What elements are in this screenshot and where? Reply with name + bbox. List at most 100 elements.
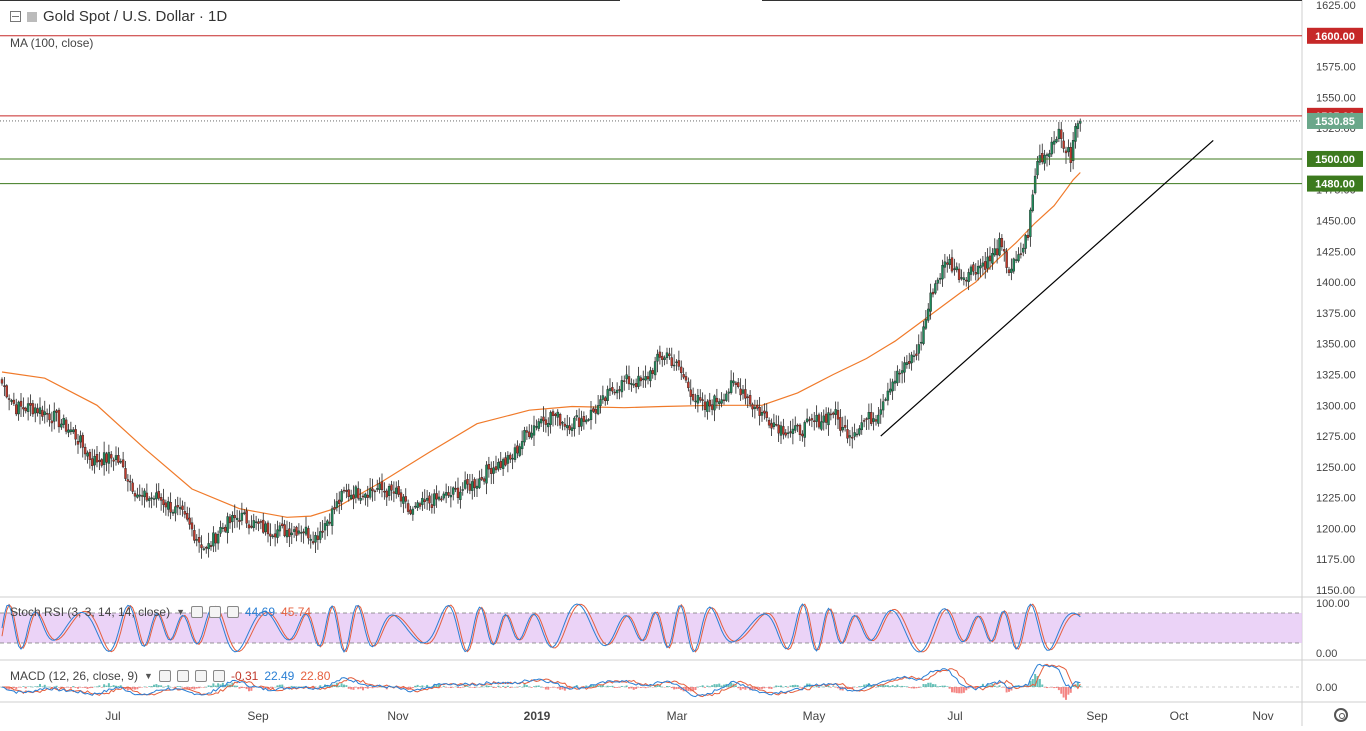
close-icon[interactable] xyxy=(212,670,225,682)
candle-body xyxy=(523,430,526,443)
candle-body xyxy=(371,488,374,491)
candle-body xyxy=(668,353,671,357)
candle-body xyxy=(1045,154,1049,156)
candle-body xyxy=(782,426,785,435)
candle-body xyxy=(938,277,942,280)
macd-hist-bar xyxy=(248,687,250,692)
macd-hist-bar xyxy=(442,686,445,687)
candle xyxy=(117,447,120,465)
candle-body xyxy=(718,401,721,404)
macd-hist-bar xyxy=(699,686,702,687)
macd-hist-bar xyxy=(468,687,471,688)
candle-body xyxy=(805,418,809,422)
candle xyxy=(390,480,393,501)
candle xyxy=(314,531,317,554)
candle-body xyxy=(746,396,749,398)
candle-body xyxy=(12,399,16,404)
candle xyxy=(649,366,652,388)
candle-body xyxy=(328,521,331,524)
candle xyxy=(976,260,980,281)
candle xyxy=(627,365,631,391)
macd-hist-bar xyxy=(326,685,329,687)
candle-body xyxy=(402,496,405,504)
candle-body xyxy=(497,462,500,470)
candle-body xyxy=(760,411,764,416)
candle xyxy=(74,424,77,446)
candle xyxy=(1060,121,1063,149)
chevron-down-icon[interactable]: ▼ xyxy=(176,607,185,617)
macd-hist-bar xyxy=(789,685,792,687)
eye-icon[interactable] xyxy=(191,606,203,618)
candle-body xyxy=(43,411,46,416)
candle-body xyxy=(513,447,517,460)
candle-body xyxy=(34,407,37,414)
candle-body xyxy=(518,446,521,456)
macd-hist-bar xyxy=(875,687,877,688)
candle-body xyxy=(219,526,222,534)
candle-body xyxy=(240,512,244,521)
candle xyxy=(269,523,272,547)
candle xyxy=(1043,149,1046,171)
symbol-title[interactable]: Gold Spot / U.S. Dollar · 1D xyxy=(43,8,228,25)
candle-body xyxy=(998,238,1001,256)
collapse-icon[interactable] xyxy=(10,11,21,22)
candle xyxy=(157,483,160,501)
macd-hist-bar xyxy=(632,687,635,690)
macd-hist-bar xyxy=(502,685,505,687)
candle xyxy=(319,521,322,544)
candle-body xyxy=(744,389,747,399)
macd-hist-bar xyxy=(960,687,963,694)
macd-hist-bar xyxy=(1003,687,1006,688)
candle xyxy=(26,397,30,421)
stoch-label[interactable]: Stoch RSI (3, 3, 14, 14, close) xyxy=(10,605,171,619)
x-tick-label: Jul xyxy=(105,709,120,723)
chevron-down-icon[interactable]: ▼ xyxy=(144,671,153,681)
candle-body xyxy=(224,526,227,532)
candle-body xyxy=(848,435,852,438)
candle-body xyxy=(366,494,369,498)
candle xyxy=(782,418,785,440)
candle xyxy=(568,417,571,435)
candle-body xyxy=(433,493,436,506)
candle xyxy=(677,350,681,371)
ma-label[interactable]: MA (100, close) xyxy=(10,36,94,50)
candle xyxy=(770,418,773,437)
macd-hist-bar xyxy=(31,686,34,688)
candle-body xyxy=(922,326,925,344)
eye-icon[interactable] xyxy=(158,670,171,682)
candle-body xyxy=(164,502,168,508)
macd-hist-bar xyxy=(487,685,490,687)
candle-body xyxy=(953,268,956,270)
settings-icon[interactable] xyxy=(209,606,221,618)
macd-hist-bar xyxy=(516,687,519,688)
candle xyxy=(696,388,700,413)
candle-body xyxy=(867,412,871,420)
settings-icon[interactable] xyxy=(176,670,189,682)
candle-body xyxy=(24,407,27,412)
candle xyxy=(387,483,391,501)
candle-body xyxy=(254,521,258,524)
candle xyxy=(19,393,23,417)
braces-icon[interactable] xyxy=(194,670,207,682)
macd-hist-bar xyxy=(278,684,281,687)
candle-body xyxy=(340,491,343,502)
macd-hist-bar xyxy=(663,687,666,688)
candle xyxy=(307,525,310,545)
candle-body xyxy=(72,429,75,433)
candle xyxy=(195,534,198,547)
macd-label[interactable]: MACD (12, 26, close, 9) xyxy=(10,669,139,683)
macd-hist-bar xyxy=(668,686,671,687)
macd-hist-bar xyxy=(711,685,714,687)
macd-hist-bar xyxy=(250,687,253,691)
candle xyxy=(687,377,690,392)
candle-body xyxy=(19,400,23,407)
close-icon[interactable] xyxy=(227,606,239,618)
candle xyxy=(338,491,341,515)
candle xyxy=(703,394,707,418)
macd-hist-bar xyxy=(796,685,799,687)
settings-gear-icon[interactable] xyxy=(1334,708,1348,722)
macd-hist-bar xyxy=(176,686,179,687)
candle-body xyxy=(884,399,887,401)
candle xyxy=(1017,247,1020,263)
